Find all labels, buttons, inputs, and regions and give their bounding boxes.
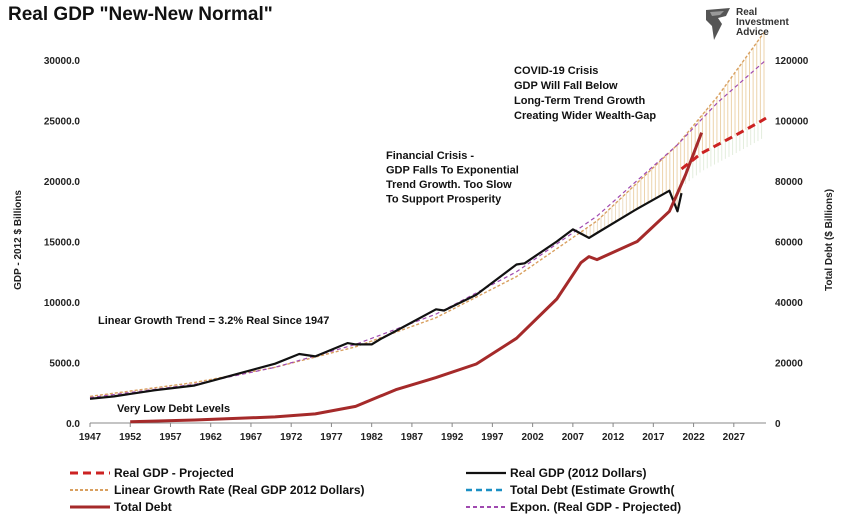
right-axis-ticks: 0 20000 40000 60000 80000 100000 120000 (775, 56, 809, 430)
y-tick-label: 5000.0 (49, 359, 80, 370)
y-tick-label: 10000.0 (44, 298, 81, 309)
annotation-line: GDP Will Fall Below (514, 80, 618, 92)
annotation: Financial Crisis - GDP Falls To Exponenti… (386, 150, 519, 206)
series-line-expon-real-gdp-projected (89, 59, 767, 399)
x-tick-label: 1982 (361, 432, 384, 443)
y2-tick-label: 20000 (775, 359, 803, 370)
legend-label: Real GDP - Projected (114, 466, 234, 480)
x-tick-label: 1977 (320, 432, 343, 443)
annotation-line: Linear Growth Trend = 3.2% Real Since 19… (98, 315, 329, 327)
annotation: Very Low Debt Levels (117, 403, 230, 415)
annotation-line: COVID-19 Crisis (514, 65, 598, 77)
chart-title: Real GDP "New-New Normal" (8, 4, 273, 25)
logo-line-1: Real (736, 7, 758, 18)
annotations: COVID-19 Crisis GDP Will Fall Below Long-T… (98, 65, 656, 415)
y-tick-label: 30000.0 (44, 56, 81, 67)
y-tick-label: 15000.0 (44, 238, 81, 249)
series-line-real-gdp-projected (680, 116, 767, 171)
y-tick-label: 25000.0 (44, 117, 81, 128)
x-tick-label: 2027 (723, 432, 746, 443)
logo-line-2: Investment (736, 17, 789, 28)
annotation: Linear Growth Trend = 3.2% Real Since 19… (98, 315, 329, 327)
x-tick-label: 1957 (159, 432, 182, 443)
legend-label: Total Debt (Estimate Growth( (510, 483, 674, 497)
x-tick-label: 2022 (682, 432, 705, 443)
x-tick-label: 2002 (521, 432, 544, 443)
x-tick-label: 2012 (602, 432, 625, 443)
x-tick-label: 1947 (79, 432, 102, 443)
x-tick-label: 1967 (240, 432, 263, 443)
legend-label: Real GDP (2012 Dollars) (510, 466, 647, 480)
y2-tick-label: 120000 (775, 56, 809, 67)
logo: Real Investment Advice (704, 6, 844, 46)
annotation-line: Trend Growth. Too Slow (386, 179, 512, 191)
annotation-line: Creating Wider Wealth-Gap (514, 110, 656, 122)
y2-tick-label: 80000 (775, 177, 803, 188)
left-axis-ticks: 0.0 5000.0 10000.0 15000.0 20000.0 25000.0 300… (44, 56, 81, 430)
x-tick-label: 2007 (562, 432, 585, 443)
y2-tick-label: 40000 (775, 298, 803, 309)
x-tick-label: 1987 (401, 432, 424, 443)
x-tick-label: 2017 (642, 432, 665, 443)
series-line-total-debt (130, 132, 704, 424)
y-tick-label: 20000.0 (44, 177, 81, 188)
series-layer (89, 29, 767, 424)
legend-label: Total Debt (114, 500, 172, 514)
series-line-linear-growth-rate-real-gdp-2012-dollars (89, 29, 767, 398)
annotation-line: GDP Falls To Exponential (386, 165, 519, 177)
x-tick-label: 1962 (200, 432, 223, 443)
annotation: COVID-19 Crisis GDP Will Fall Below Long-T… (514, 65, 656, 122)
x-tick-label: 1972 (280, 432, 303, 443)
annotation-line: Very Low Debt Levels (117, 403, 230, 415)
x-tick-label: 1997 (481, 432, 504, 443)
logo-line-3: Advice (736, 27, 769, 38)
y-tick-label: 0.0 (66, 419, 80, 430)
y2-axis-label: Total Debt ($ Billions) (824, 189, 835, 291)
legend-label: Linear Growth Rate (Real GDP 2012 Dollar… (114, 483, 365, 497)
y2-tick-label: 0 (775, 419, 781, 430)
x-tick-label: 1992 (441, 432, 464, 443)
x-axis-ticks: 1947 1952 1957 1962 1967 1972 1977 1982 1987 1992… (79, 423, 745, 443)
y2-tick-label: 100000 (775, 117, 809, 128)
y2-tick-label: 60000 (775, 238, 803, 249)
annotation-line: Long-Term Trend Growth (514, 95, 645, 107)
legend: Real GDP - Projected Linear Growth Rate (… (70, 466, 681, 514)
eagle-logo-icon (706, 8, 730, 40)
series-line-real-gdp-2012-dollars (89, 189, 683, 400)
legend-label: Expon. (Real GDP - Projected) (510, 500, 681, 514)
annotation-line: To Support Prosperity (386, 194, 502, 206)
logo-text: Real Investment Advice (736, 8, 789, 38)
y-axis-label: GDP - 2012 $ Billions (13, 190, 24, 290)
x-tick-label: 1952 (119, 432, 142, 443)
annotation-line: Financial Crisis - (386, 150, 474, 162)
